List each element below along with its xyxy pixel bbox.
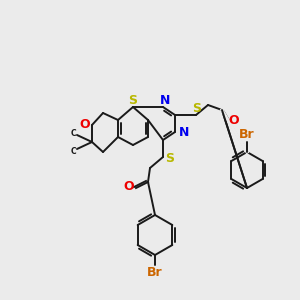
Text: O: O — [80, 118, 90, 131]
Text: S: S — [128, 94, 137, 106]
Text: N: N — [179, 125, 189, 139]
Text: O: O — [124, 179, 134, 193]
Text: S: S — [193, 101, 202, 115]
Text: O: O — [229, 115, 239, 128]
Text: Br: Br — [147, 266, 163, 280]
Text: Br: Br — [239, 128, 255, 142]
Text: C: C — [70, 146, 76, 155]
Text: N: N — [160, 94, 170, 106]
Text: S: S — [166, 152, 175, 164]
Text: C: C — [70, 128, 76, 137]
